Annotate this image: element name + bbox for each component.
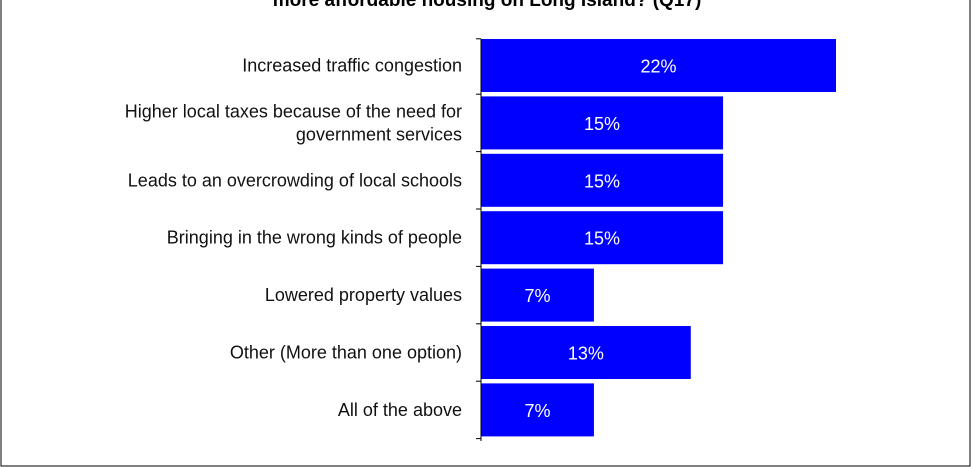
category-label: All of the above — [338, 400, 462, 420]
category-label: government services — [296, 124, 462, 144]
value-label: 13% — [568, 344, 604, 364]
value-label: 15% — [584, 171, 620, 191]
bar — [481, 383, 594, 437]
category-label: Higher local taxes because of the need f… — [125, 101, 462, 121]
value-label: 15% — [584, 229, 620, 249]
value-label: 7% — [524, 401, 550, 421]
bar — [481, 211, 724, 265]
category-label: Other (More than one option) — [230, 343, 462, 363]
value-label: 15% — [584, 114, 620, 134]
category-labels: Increased traffic congestion Higher local… — [125, 56, 462, 420]
bar — [481, 96, 724, 150]
category-label: Bringing in the wrong kinds of people — [167, 228, 462, 248]
value-label: 22% — [640, 57, 676, 77]
bar — [481, 326, 691, 379]
bar — [481, 153, 724, 207]
category-label: Leads to an overcrowding of local school… — [128, 170, 462, 190]
chart-title: more affordable housing on Long Island? … — [273, 0, 702, 11]
value-label: 7% — [524, 286, 550, 306]
bar — [481, 268, 594, 322]
category-label: Increased traffic congestion — [242, 56, 462, 76]
axis-ticks — [476, 38, 481, 440]
value-labels: 22% 15% 15% 15% 7% 13% 7% — [524, 57, 676, 421]
bars-layer — [481, 39, 836, 437]
bar — [481, 39, 836, 92]
category-label: Lowered property values — [265, 285, 462, 305]
